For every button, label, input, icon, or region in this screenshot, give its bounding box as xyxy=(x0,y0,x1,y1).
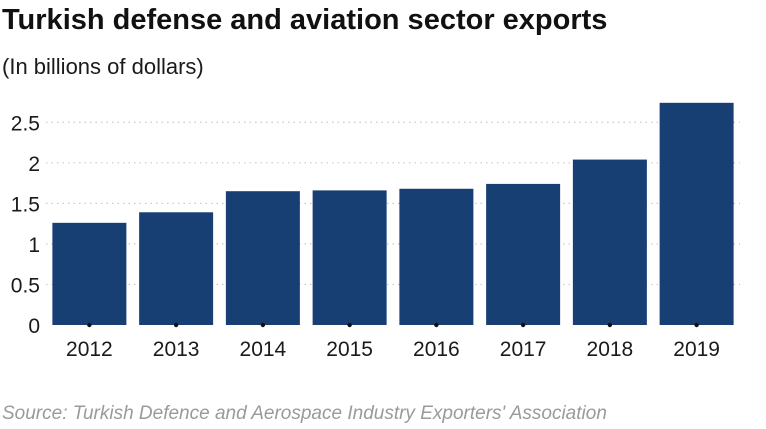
x-tick-mark xyxy=(347,322,352,328)
bars xyxy=(52,102,734,325)
chart-subtitle: (In billions of dollars) xyxy=(2,54,204,79)
y-axis-tick-labels: 0 0.5 1 1.5 2 2.5 xyxy=(11,112,40,338)
y-tick-label: 1 xyxy=(28,234,40,257)
x-tick-label: 2017 xyxy=(500,338,547,361)
x-tick-mark xyxy=(434,322,439,328)
x-tick-mark xyxy=(694,322,699,328)
x-tick-mark xyxy=(87,322,92,328)
x-tick-label: 2013 xyxy=(153,338,200,361)
x-axis-tick-labels: 2012 2013 2014 2015 2016 2017 2018 2019 xyxy=(66,322,720,361)
source-note: Source: Turkish Defence and Aerospace In… xyxy=(2,403,607,424)
y-tick-label: 0 xyxy=(28,315,40,338)
bar-2019 xyxy=(659,102,734,325)
bar-2016 xyxy=(399,188,474,325)
bar-chart: 00.511.522.5 2012 2013 2014 2015 2016 2017 201… xyxy=(11,102,740,361)
bar-2013 xyxy=(139,212,214,325)
y-tick-label: 0.5 xyxy=(11,274,40,297)
bar-2018 xyxy=(572,159,647,325)
y-tick-label: 2 xyxy=(28,153,40,176)
x-tick-label: 2016 xyxy=(413,338,460,361)
x-tick-label: 2015 xyxy=(326,338,373,361)
x-tick-mark xyxy=(173,322,179,328)
x-tick-label: 2019 xyxy=(673,338,720,361)
x-tick-mark xyxy=(260,322,266,328)
chart-title: Turkish defense and aviation sector expo… xyxy=(2,4,608,36)
bar-2017 xyxy=(486,183,561,325)
bar-2012 xyxy=(52,222,127,325)
y-tick-label: 2.5 xyxy=(11,112,40,135)
bar-2015 xyxy=(312,190,387,325)
x-tick-mark xyxy=(520,322,526,328)
x-tick-mark xyxy=(607,322,613,328)
y-tick-label: 1.5 xyxy=(11,193,40,216)
x-tick-label: 2018 xyxy=(587,338,634,361)
bar-2014 xyxy=(225,191,300,325)
x-tick-label: 2012 xyxy=(66,338,113,361)
x-tick-label: 2014 xyxy=(240,338,287,361)
